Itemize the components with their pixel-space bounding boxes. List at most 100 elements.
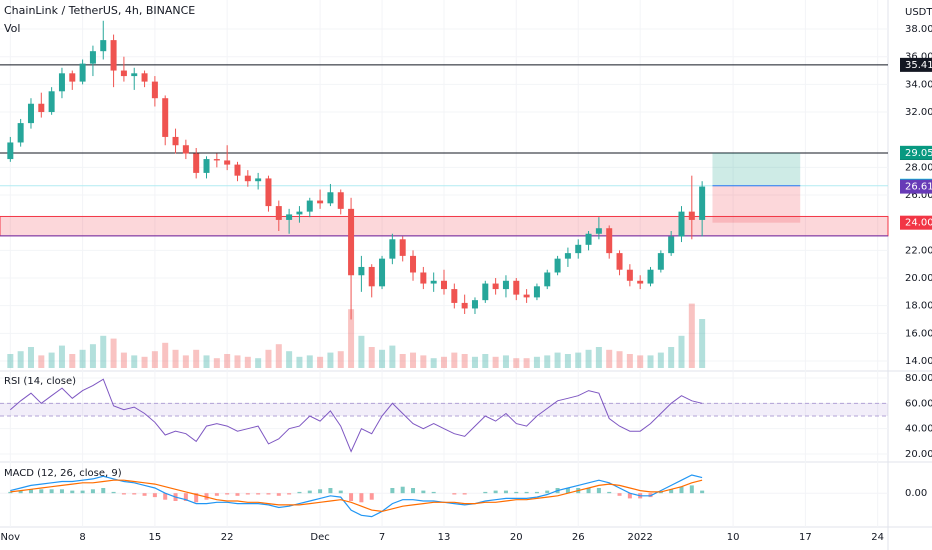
y-tick-label: 28.00 — [905, 162, 932, 173]
macd-histogram-bar — [700, 490, 705, 494]
volume-bar — [471, 356, 478, 368]
volume-bar — [399, 354, 406, 368]
candle-body — [564, 253, 571, 259]
candle-body — [244, 175, 251, 182]
macd-histogram-bar — [349, 493, 354, 501]
candle-body — [182, 145, 189, 154]
volume-bar — [120, 352, 127, 368]
candle-body — [27, 103, 34, 124]
y-tick-label: 40.00 — [905, 424, 932, 435]
macd-histogram-bar — [152, 493, 157, 498]
macd-histogram-bar — [452, 493, 457, 495]
macd-histogram-bar — [658, 491, 663, 494]
stop-label-box — [900, 215, 932, 230]
volume-bar — [368, 347, 375, 368]
candle-body — [306, 200, 313, 212]
macd-histogram-bar — [18, 490, 23, 494]
volume-bar — [523, 358, 530, 368]
x-tick-label: Dec — [310, 532, 329, 543]
candle-body — [410, 255, 417, 273]
candle-body — [616, 253, 623, 270]
candle-body — [523, 294, 530, 298]
level-label: 35.41 — [905, 60, 932, 71]
candle-body — [668, 236, 675, 254]
stop-label: 24.00 — [905, 218, 932, 229]
candle-body — [647, 269, 654, 284]
volume-bar — [606, 349, 613, 368]
candle-body — [502, 280, 509, 290]
volume-bar — [678, 335, 685, 368]
macd-histogram-bar — [607, 491, 612, 494]
macd-histogram-bar — [565, 488, 570, 494]
volume-bar — [327, 352, 334, 368]
candle-body — [141, 73, 148, 82]
y-tick-label: 22.00 — [905, 245, 932, 256]
volume-bar — [100, 335, 107, 368]
y-tick-label: 32.00 — [905, 107, 932, 118]
x-tick-label: 15 — [149, 532, 162, 543]
volume-bar — [265, 349, 272, 368]
candle-body — [162, 98, 169, 137]
candle-body — [234, 164, 241, 176]
macd-histogram-bar — [431, 491, 436, 494]
candle-body — [544, 272, 551, 287]
x-tick-label: 17 — [799, 532, 812, 543]
candle-body — [379, 258, 386, 287]
candle-body — [296, 211, 303, 215]
macd-histogram-bar — [307, 490, 312, 494]
macd-histogram-bar — [70, 490, 75, 494]
macd-histogram-bar — [142, 493, 147, 496]
macd-histogram-bar — [183, 493, 188, 501]
volume-bar — [162, 342, 169, 368]
x-tick-label: 22 — [221, 532, 234, 543]
volume-bar — [616, 351, 623, 368]
candle-body — [265, 178, 272, 207]
macd-histogram-bar — [318, 489, 323, 494]
target-label-box — [900, 145, 932, 160]
macd-histogram-bar — [462, 493, 467, 495]
volume-bar — [89, 344, 96, 368]
volume-bar — [244, 356, 251, 368]
candle-body — [275, 206, 282, 220]
macd-histogram-bar — [121, 493, 126, 495]
volume-bar — [420, 355, 427, 368]
last-price-label-box — [900, 179, 932, 194]
volume-bar — [492, 356, 499, 368]
candle-body — [430, 280, 437, 284]
volume-bar — [38, 355, 45, 368]
volume-bar — [564, 354, 571, 368]
candle-body — [224, 160, 231, 165]
volume-bar — [79, 349, 86, 368]
volume-bar — [585, 349, 592, 368]
volume-bar — [533, 356, 540, 368]
x-tick-label: 13 — [438, 532, 451, 543]
volume-bar — [234, 355, 241, 368]
candle-body — [595, 228, 602, 234]
candle-body — [688, 211, 695, 220]
volume-bar — [348, 309, 355, 368]
candle-body — [327, 192, 334, 204]
y-tick-label: 18.00 — [905, 301, 932, 312]
volume-bar — [554, 352, 561, 368]
macd-histogram-bar — [483, 491, 488, 494]
candle-body — [203, 159, 210, 173]
macd-histogram-bar — [503, 490, 508, 494]
candle-body — [317, 200, 324, 204]
volume-bar — [48, 352, 55, 368]
signal-line — [10, 479, 703, 513]
macd-histogram-bar — [400, 486, 405, 494]
candle-body — [17, 123, 24, 143]
volume-bar — [647, 355, 654, 368]
volume-bar — [17, 351, 24, 368]
macd-histogram-bar — [421, 490, 426, 494]
candle-body — [151, 81, 158, 99]
target-label: 29.05 — [905, 148, 932, 159]
volume-bar — [58, 345, 65, 368]
macd-histogram-bar — [245, 493, 250, 495]
x-tick-label: 8 — [79, 532, 85, 543]
volume-bar — [688, 303, 695, 368]
macd-histogram-bar — [338, 490, 343, 494]
macd-histogram-bar — [534, 491, 539, 494]
volume-bar — [172, 349, 179, 368]
